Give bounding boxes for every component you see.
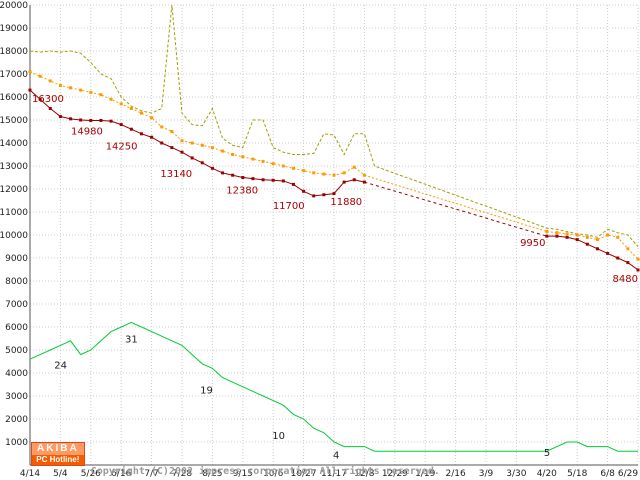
svg-text:2000: 2000	[5, 415, 28, 425]
svg-text:14000: 14000	[0, 139, 28, 149]
svg-text:20000: 20000	[0, 1, 28, 11]
series-lowest-price	[28, 88, 640, 272]
series-highest-price	[29, 4, 639, 247]
svg-text:10/6: 10/6	[263, 469, 283, 479]
svg-text:4/20: 4/20	[537, 469, 557, 479]
svg-text:12/8: 12/8	[354, 469, 374, 479]
svg-text:8000: 8000	[5, 277, 28, 287]
svg-text:15000: 15000	[0, 116, 28, 126]
svg-text:10: 10	[272, 431, 285, 442]
svg-text:19: 19	[200, 386, 213, 397]
svg-text:2/16: 2/16	[445, 469, 465, 479]
svg-text:24: 24	[54, 361, 67, 372]
svg-text:3/30: 3/30	[506, 469, 526, 479]
svg-text:8480: 8480	[613, 274, 638, 285]
svg-text:12/29: 12/29	[382, 469, 408, 479]
svg-text:31: 31	[125, 334, 138, 345]
series-average-price	[28, 70, 640, 261]
svg-text:4000: 4000	[5, 369, 28, 379]
svg-text:1/19: 1/19	[415, 469, 435, 479]
svg-text:7000: 7000	[5, 300, 28, 310]
svg-text:5: 5	[544, 448, 550, 459]
svg-text:6/29: 6/29	[618, 469, 638, 479]
svg-text:18000: 18000	[0, 47, 28, 57]
svg-text:5/18: 5/18	[567, 469, 587, 479]
svg-text:9/15: 9/15	[233, 469, 253, 479]
svg-text:9950: 9950	[520, 238, 545, 249]
svg-text:4/14: 4/14	[20, 469, 40, 479]
svg-text:8/25: 8/25	[202, 469, 222, 479]
svg-text:6/16: 6/16	[111, 469, 131, 479]
svg-text:11/17: 11/17	[321, 469, 347, 479]
svg-text:6/8: 6/8	[600, 469, 615, 479]
svg-text:1000: 1000	[5, 438, 28, 448]
svg-text:3000: 3000	[5, 392, 28, 402]
svg-text:12380: 12380	[226, 185, 258, 196]
svg-text:5/26: 5/26	[81, 469, 101, 479]
svg-text:3/9: 3/9	[479, 469, 494, 479]
svg-text:7/28: 7/28	[172, 469, 192, 479]
svg-text:12000: 12000	[0, 185, 28, 195]
svg-text:11000: 11000	[0, 208, 28, 218]
svg-text:16300: 16300	[32, 94, 64, 105]
svg-text:14250: 14250	[106, 141, 138, 152]
svg-text:11880: 11880	[330, 197, 362, 208]
svg-text:14980: 14980	[71, 126, 103, 137]
svg-text:16000: 16000	[0, 93, 28, 103]
svg-text:13000: 13000	[0, 162, 28, 172]
svg-text:6000: 6000	[5, 323, 28, 333]
svg-text:5/4: 5/4	[53, 469, 68, 479]
svg-text:19000: 19000	[0, 24, 28, 34]
series-shop-count	[29, 321, 638, 452]
svg-text:11700: 11700	[273, 201, 305, 212]
svg-text:9000: 9000	[5, 254, 28, 264]
svg-text:7/7: 7/7	[144, 469, 158, 479]
svg-text:5000: 5000	[5, 346, 28, 356]
svg-text:17000: 17000	[0, 70, 28, 80]
svg-text:13140: 13140	[160, 169, 192, 180]
svg-text:10/27: 10/27	[291, 469, 317, 479]
svg-text:10000: 10000	[0, 231, 28, 241]
svg-text:4: 4	[333, 451, 339, 462]
